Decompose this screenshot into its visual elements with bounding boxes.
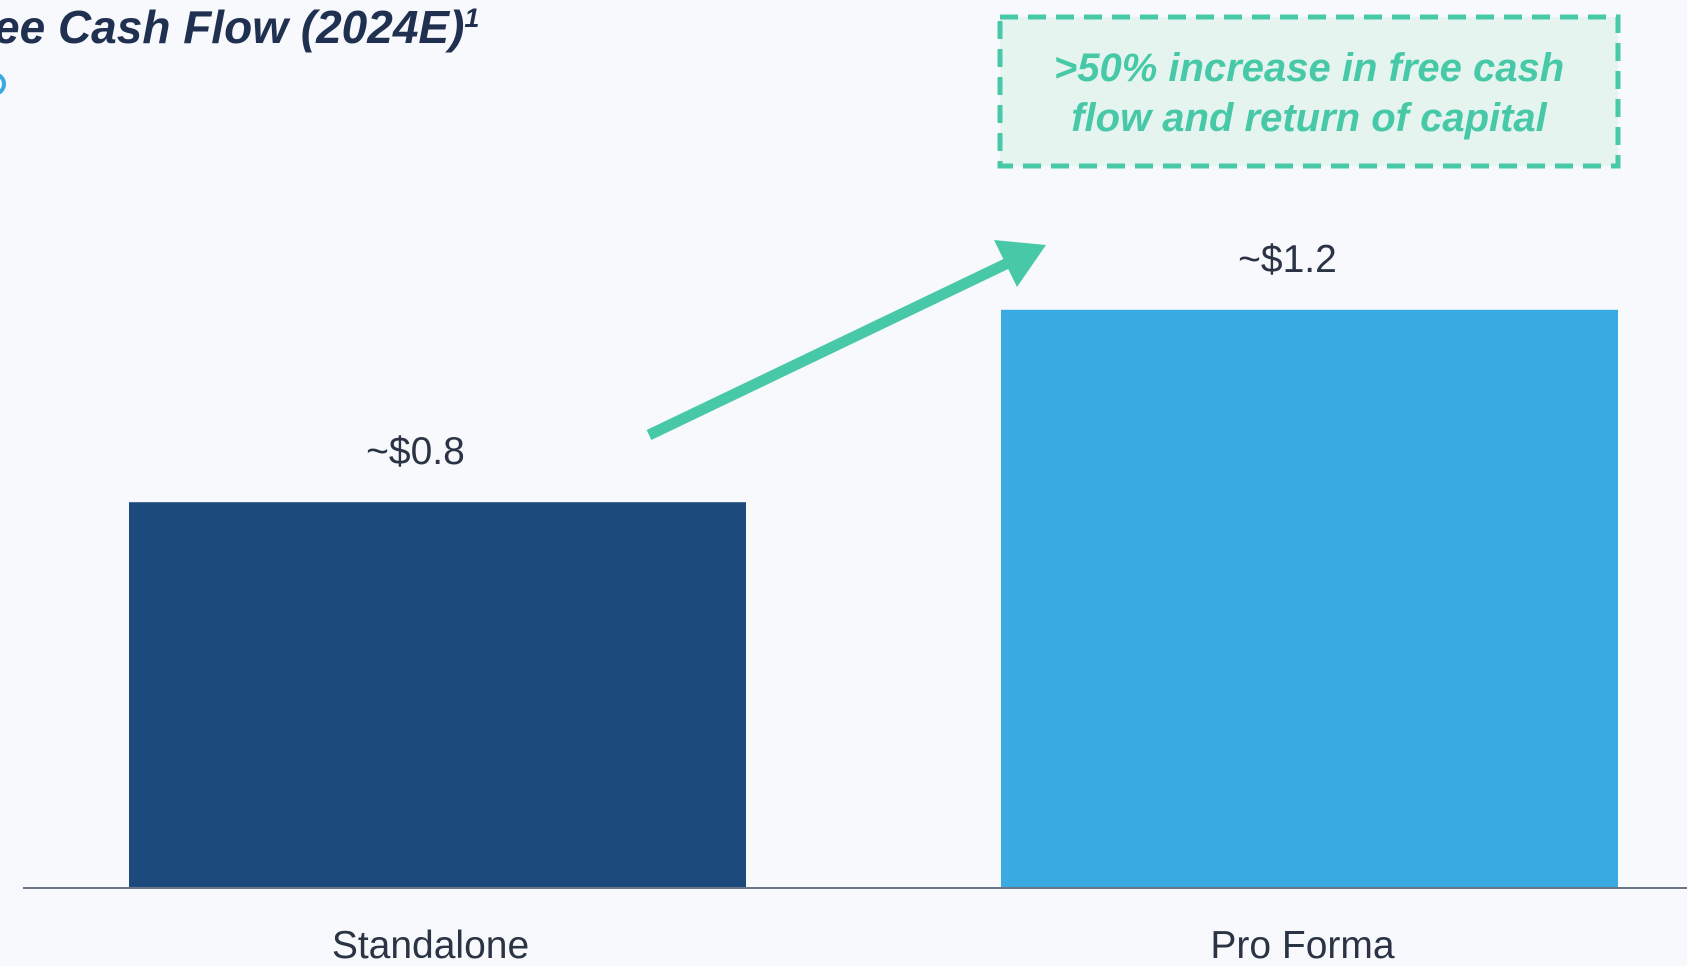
annotation-line: flow and return of capital <box>1071 96 1547 140</box>
annotation-box <box>997 14 1621 169</box>
x-tick-label: Standalone <box>332 924 529 966</box>
arrow-shaft <box>646 257 1013 440</box>
title-footnote: 1 <box>464 3 479 33</box>
value-label: ~$1.2 <box>1238 238 1337 281</box>
arrow-head <box>994 240 1046 287</box>
bar <box>129 502 746 887</box>
x-tick-label: Pro Forma <box>1210 924 1395 966</box>
chart-title: ee Cash Flow (2024E)1 <box>0 1 479 53</box>
annotation-line: >50% increase in free cash <box>1054 46 1564 90</box>
decoration <box>0 73 6 95</box>
value-label: ~$0.8 <box>366 430 465 473</box>
title-text: ee Cash Flow (2024E) <box>0 1 464 53</box>
bar <box>1001 309 1618 887</box>
